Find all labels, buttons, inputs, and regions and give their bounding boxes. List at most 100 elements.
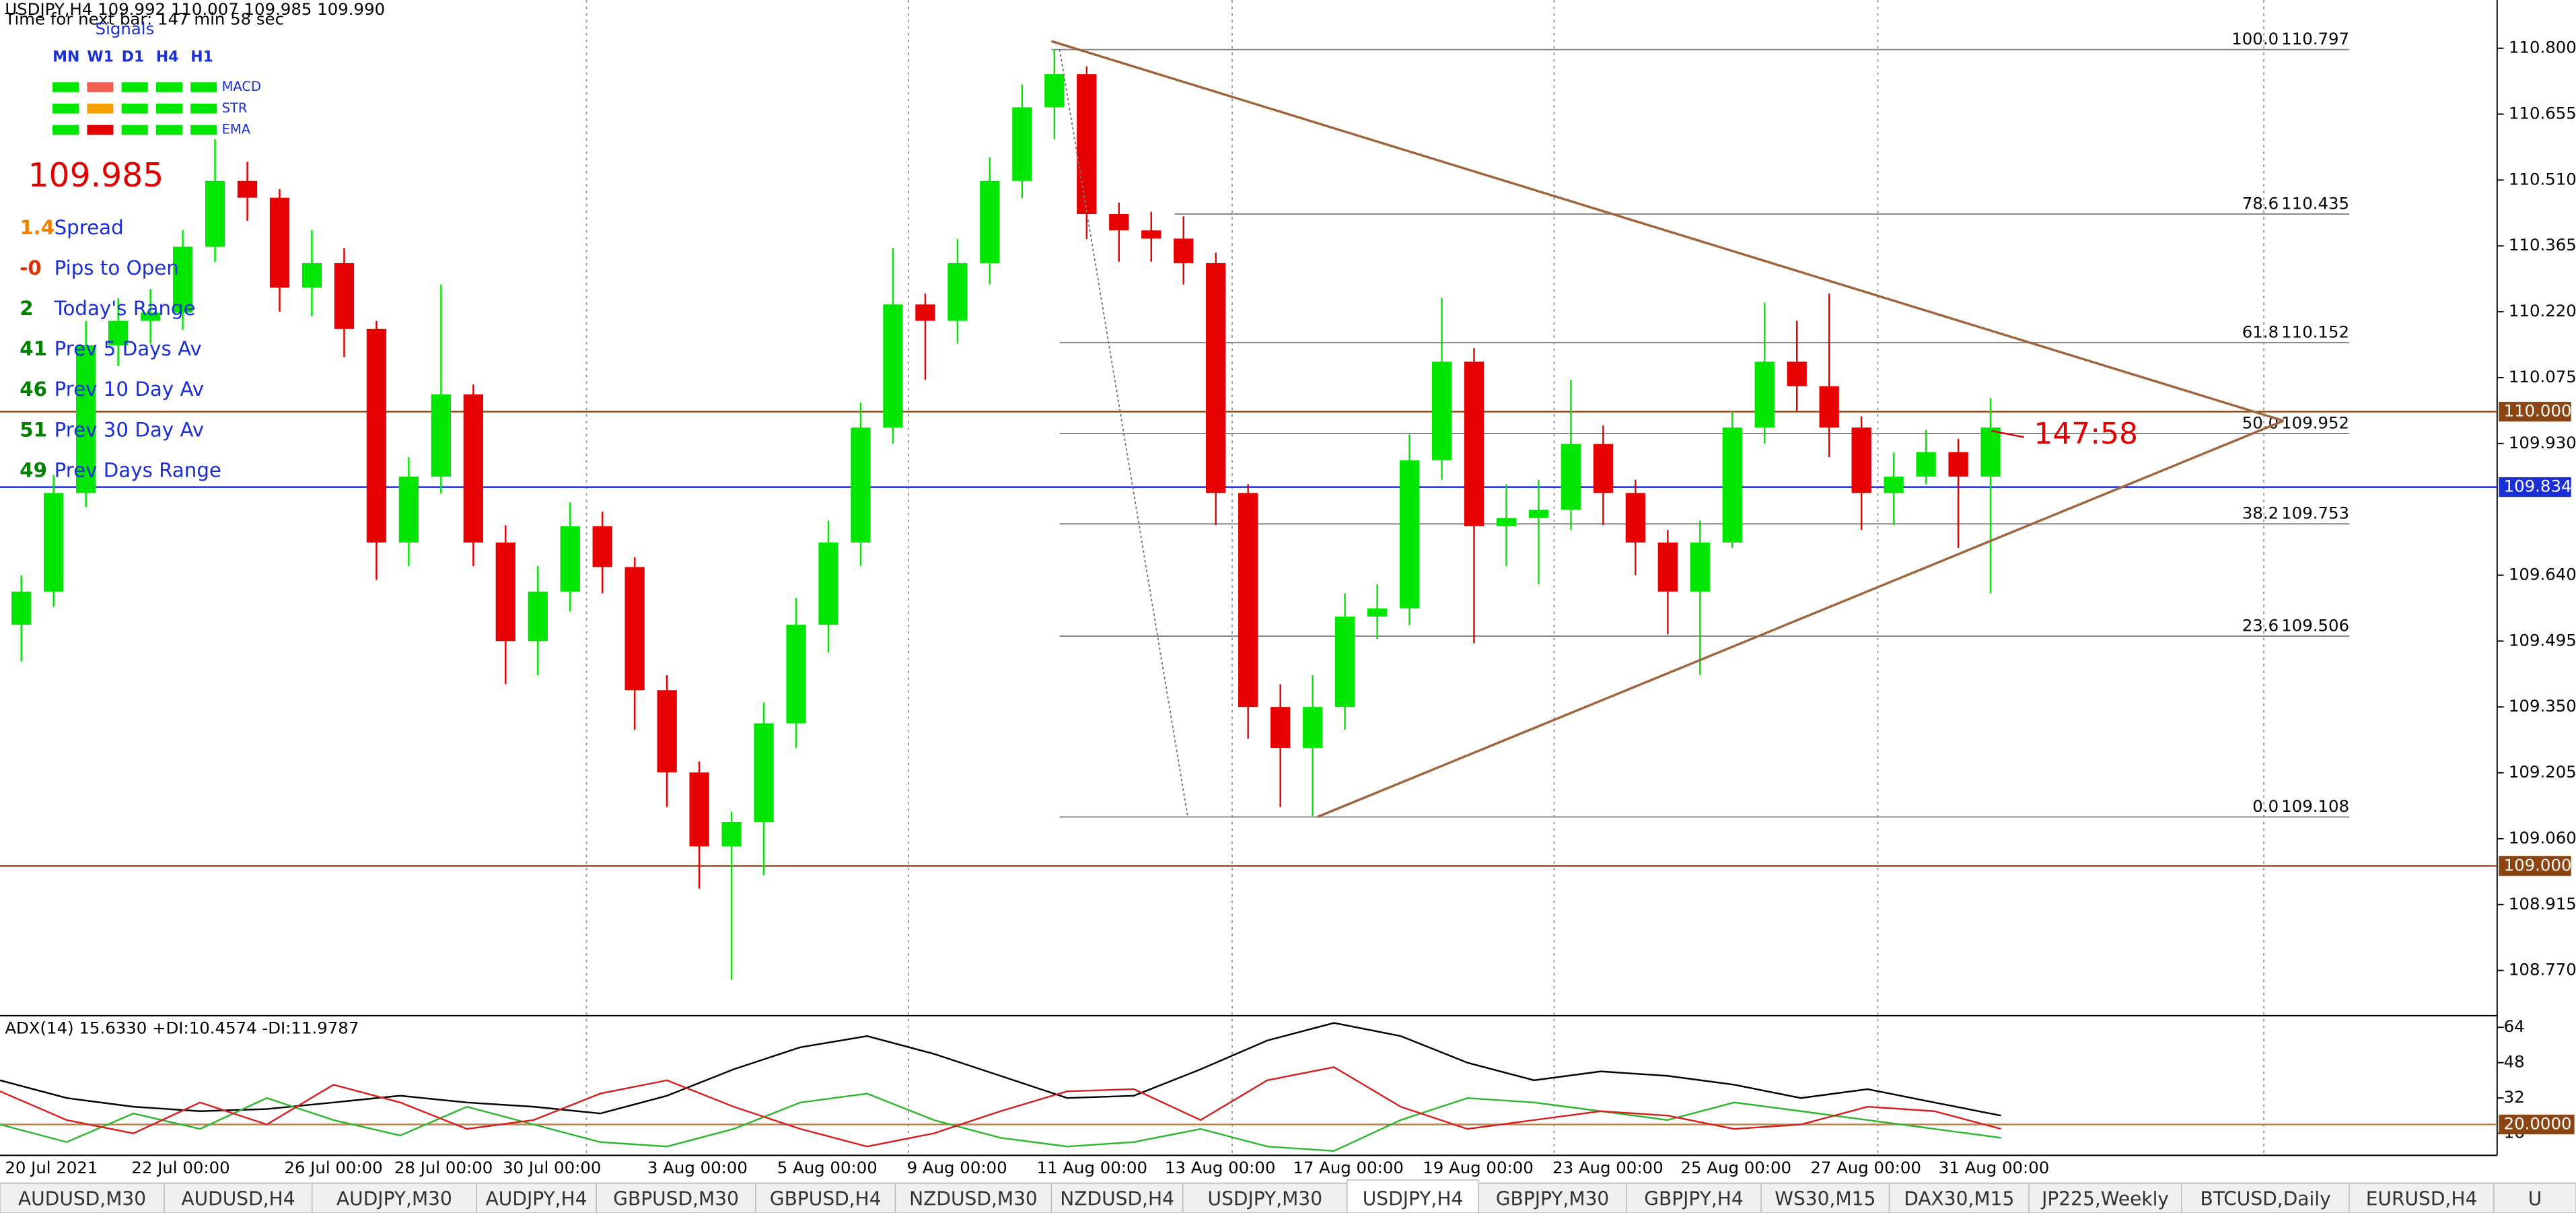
candle-body (1787, 361, 1807, 386)
info-value: 2 (20, 297, 33, 320)
fib-price: 110.797 (2281, 29, 2349, 48)
tab-background[interactable] (2493, 1183, 2576, 1213)
tab-label[interactable]: JP225,Weekly (2040, 1187, 2169, 1210)
tab[interactable]: U (2493, 1183, 2576, 1213)
time-label: 20 Jul 2021 (5, 1158, 98, 1177)
y-tick-label: 110.510 (2509, 169, 2576, 188)
tab[interactable]: GBPUSD,M30 (596, 1183, 756, 1213)
tab-background[interactable] (164, 1183, 313, 1213)
tab[interactable]: GBPJPY,H4 (1626, 1183, 1762, 1213)
candle-body (947, 263, 968, 321)
tab[interactable]: DAX30,M15 (1888, 1183, 2030, 1213)
time-label: 25 Aug 00:00 (1680, 1158, 1791, 1177)
tab[interactable]: WS30,M15 (1760, 1183, 1890, 1213)
candle-body (689, 772, 709, 847)
candle-body (334, 263, 355, 329)
time-label: 19 Aug 00:00 (1423, 1158, 1534, 1177)
adx-pane: 6448321620.0000 (0, 1016, 2575, 1152)
candle-body (1399, 460, 1420, 609)
adx-level-box (2499, 1114, 2575, 1135)
tab[interactable]: AUDJPY,H4 (476, 1183, 597, 1213)
tab-label[interactable]: DAX30,M15 (1904, 1187, 2014, 1210)
tab[interactable]: BTCUSD,Daily (2181, 1183, 2350, 1213)
tab-label[interactable]: WS30,M15 (1775, 1187, 1875, 1210)
candle-body (1916, 452, 1936, 477)
tab-background[interactable] (894, 1183, 1052, 1213)
candle-body (1302, 707, 1323, 748)
candle-body (398, 477, 419, 543)
signal-cell (155, 103, 182, 114)
tab[interactable]: GBPJPY,M30 (1478, 1183, 1627, 1213)
tab[interactable]: JP225,Weekly (2028, 1183, 2182, 1213)
tab[interactable]: NZDUSD,H4 (1050, 1183, 1184, 1213)
tab-label[interactable]: USDJPY,H4 (1363, 1187, 1464, 1210)
tab-label[interactable]: AUDUSD,H4 (181, 1187, 295, 1210)
tab[interactable]: AUDUSD,M30 (0, 1183, 165, 1213)
tab-label[interactable]: AUDJPY,H4 (486, 1187, 587, 1210)
time-label: 23 Aug 00:00 (1552, 1158, 1663, 1177)
signal-column: D1 (122, 49, 145, 66)
candle-body (269, 197, 290, 288)
tab-label[interactable]: AUDUSD,M30 (18, 1187, 146, 1210)
tab[interactable]: AUDJPY,M30 (312, 1183, 477, 1213)
adx-title: ADX(14) 15.6330 +DI:10.4574 -DI:11.9787 (5, 1018, 359, 1037)
y-tick-label: 110.800 (2509, 38, 2576, 57)
tab-background[interactable] (1760, 1183, 1890, 1213)
tab-background[interactable] (312, 1183, 477, 1213)
adx-tick-label: 64 (2504, 1016, 2525, 1036)
tab-label[interactable]: U (2528, 1187, 2542, 1210)
price-level-label: 109.834 (2504, 477, 2572, 496)
candle-body (851, 427, 871, 543)
info-list: 1.4 Spread -0 Pips to Open 2 Today's Range 41 P… (20, 216, 221, 481)
tab-background[interactable] (1050, 1183, 1184, 1213)
tab[interactable]: EURUSD,H4 (2349, 1183, 2495, 1213)
y-tick-label: 109.060 (2509, 828, 2576, 847)
candle-body (1657, 542, 1678, 592)
candle-body (76, 345, 96, 493)
tab-label[interactable]: NZDUSD,M30 (909, 1187, 1038, 1210)
price-level-box (2499, 856, 2571, 876)
time-axis: 20 Jul 2021 22 Jul 00:00 26 Jul 00:00 28 Ju… (5, 1158, 2049, 1177)
tab[interactable]: USDJPY,H4 (1347, 1179, 1479, 1213)
candle-body (1141, 230, 1161, 239)
date-separators (585, 0, 2265, 1156)
candle-body (1464, 361, 1484, 526)
tab-label[interactable]: BTCUSD,Daily (2200, 1187, 2330, 1210)
tab-background[interactable] (1478, 1183, 1627, 1213)
tab-label[interactable]: USDJPY,M30 (1208, 1187, 1323, 1210)
fib-level: 23.6 (2242, 615, 2279, 635)
candle-body (1561, 444, 1581, 510)
candle-body (1625, 493, 1645, 543)
tab-label[interactable]: EURUSD,H4 (2366, 1187, 2478, 1210)
info-label: Prev 30 Day Av (55, 418, 205, 441)
y-tick-label: 109.640 (2509, 565, 2576, 584)
signal-cell (121, 125, 148, 135)
tab[interactable]: NZDUSD,M30 (894, 1183, 1052, 1213)
adx-tick-label: 32 (2504, 1087, 2525, 1107)
tab-label[interactable]: GBPJPY,H4 (1644, 1187, 1744, 1210)
tab-label[interactable]: GBPUSD,M30 (613, 1187, 739, 1210)
tab-label[interactable]: GBPJPY,M30 (1496, 1187, 1610, 1210)
time-label: 26 Jul 00:00 (284, 1158, 382, 1177)
y-tick-label: 110.655 (2509, 104, 2576, 123)
candle-body (463, 394, 483, 543)
fib-level: 0.0 (2252, 796, 2279, 816)
tab-background[interactable] (2028, 1183, 2182, 1213)
tab[interactable]: USDJPY,M30 (1182, 1183, 1348, 1213)
tab[interactable]: AUDUSD,H4 (164, 1183, 313, 1213)
y-tick-label: 110.220 (2509, 301, 2576, 320)
info-value: 51 (20, 418, 47, 441)
tab-background[interactable] (1182, 1183, 1348, 1213)
tab[interactable]: GBPUSD,H4 (755, 1183, 896, 1213)
time-label: 27 Aug 00:00 (1810, 1158, 1921, 1177)
tab-background[interactable] (2349, 1183, 2495, 1213)
candle-body (1367, 608, 1388, 617)
candle-body (205, 180, 225, 247)
candle-body (528, 591, 548, 642)
fib-price: 109.753 (2281, 504, 2349, 523)
fib-level: 38.2 (2242, 504, 2279, 523)
tab-label[interactable]: GBPUSD,H4 (770, 1187, 882, 1210)
tab-label[interactable]: AUDJPY,M30 (336, 1187, 452, 1210)
tab-label[interactable]: NZDUSD,H4 (1060, 1187, 1174, 1210)
